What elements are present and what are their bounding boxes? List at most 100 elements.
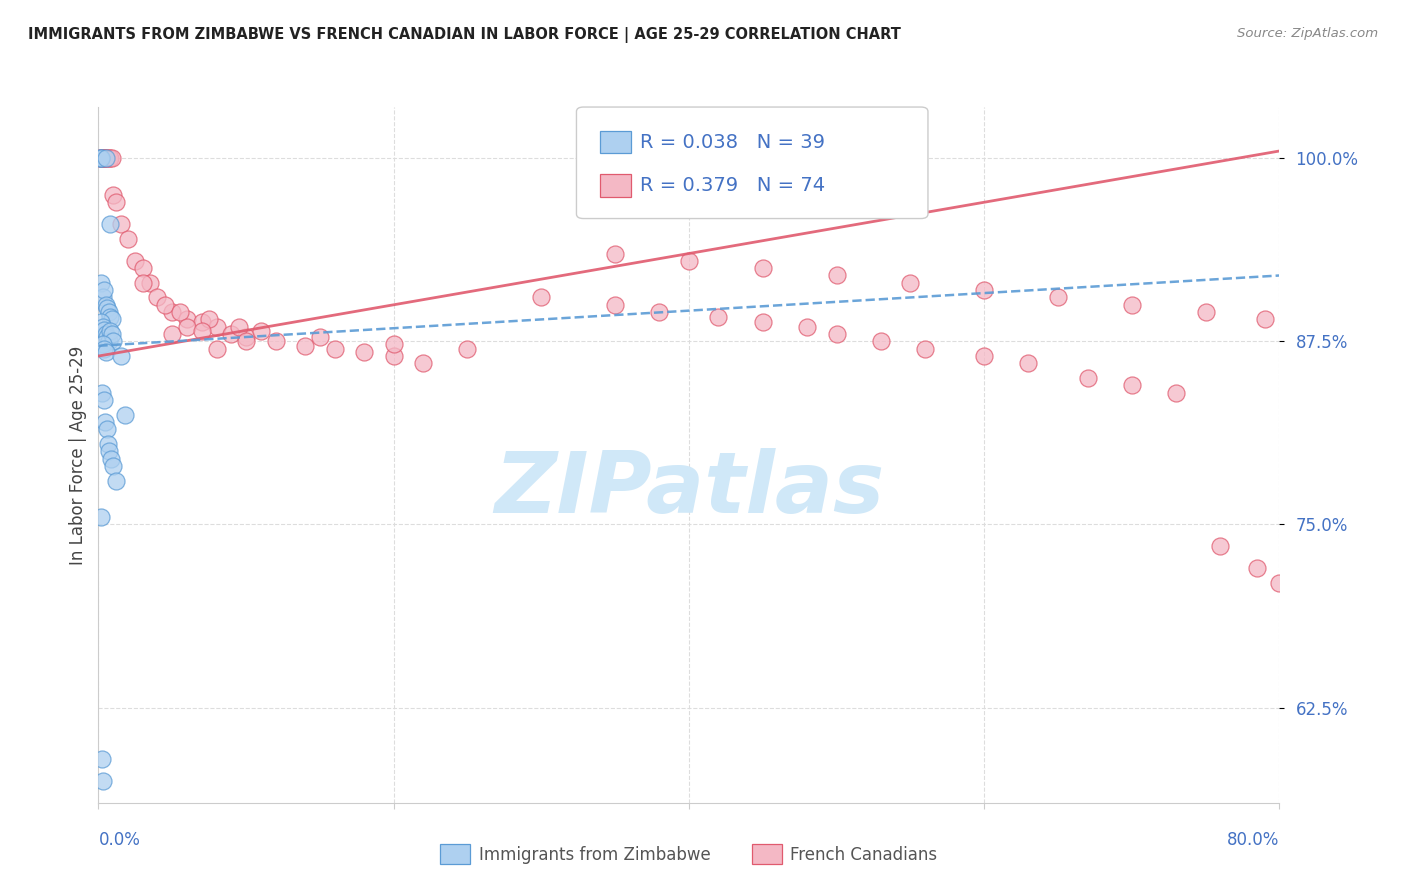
Point xyxy=(353,344,375,359)
Point xyxy=(105,195,128,210)
Point xyxy=(1017,356,1039,370)
Point xyxy=(294,339,316,353)
Point xyxy=(98,217,121,231)
Point xyxy=(91,290,114,304)
Point xyxy=(94,327,117,342)
Point xyxy=(751,261,773,276)
Point xyxy=(93,342,115,356)
Point xyxy=(90,276,112,290)
Point xyxy=(914,342,936,356)
Point xyxy=(605,246,627,260)
Point xyxy=(97,305,120,319)
Point xyxy=(1121,378,1143,392)
Point xyxy=(124,253,146,268)
Point xyxy=(382,349,405,363)
Point xyxy=(205,342,228,356)
Point xyxy=(191,324,214,338)
Point xyxy=(94,344,117,359)
Point xyxy=(198,312,221,326)
Point xyxy=(91,337,114,351)
Point xyxy=(605,298,627,312)
Point xyxy=(382,337,405,351)
Point xyxy=(205,319,228,334)
Point xyxy=(90,151,112,165)
Point xyxy=(219,327,243,342)
Point xyxy=(100,451,122,466)
Text: ZIPatlas: ZIPatlas xyxy=(494,448,884,532)
Point xyxy=(176,319,198,334)
Text: 80.0%: 80.0% xyxy=(1227,830,1279,848)
Point xyxy=(90,151,112,165)
Point xyxy=(93,151,115,165)
Point xyxy=(98,151,121,165)
Point xyxy=(900,276,922,290)
Point xyxy=(94,151,117,165)
Point xyxy=(91,319,114,334)
Point xyxy=(117,232,139,246)
Point xyxy=(1195,305,1218,319)
Point xyxy=(103,188,125,202)
Point xyxy=(323,342,346,356)
Point xyxy=(132,276,155,290)
Point xyxy=(89,151,111,165)
Point xyxy=(707,310,730,324)
Text: IMMIGRANTS FROM ZIMBABWE VS FRENCH CANADIAN IN LABOR FORCE | AGE 25-29 CORRELATI: IMMIGRANTS FROM ZIMBABWE VS FRENCH CANAD… xyxy=(28,27,901,43)
Text: R = 0.038   N = 39: R = 0.038 N = 39 xyxy=(640,133,825,152)
Point xyxy=(678,253,700,268)
Point xyxy=(825,268,848,283)
Point xyxy=(97,437,120,451)
Text: R = 0.379   N = 74: R = 0.379 N = 74 xyxy=(640,176,825,194)
Point xyxy=(869,334,891,349)
Point xyxy=(1077,371,1099,385)
Point xyxy=(228,319,250,334)
Point xyxy=(412,356,434,370)
Point xyxy=(93,283,115,297)
Point xyxy=(1209,540,1232,554)
Point xyxy=(973,349,995,363)
Point xyxy=(90,510,112,524)
Point xyxy=(1254,312,1277,326)
Text: Source: ZipAtlas.com: Source: ZipAtlas.com xyxy=(1237,27,1378,40)
Point xyxy=(100,327,122,342)
Point xyxy=(191,315,214,329)
Point xyxy=(456,342,478,356)
Point xyxy=(96,330,118,344)
Point xyxy=(91,773,114,788)
Point xyxy=(235,334,257,349)
Point xyxy=(93,392,115,407)
Point xyxy=(1164,385,1187,400)
Point xyxy=(96,151,118,165)
Text: 0.0%: 0.0% xyxy=(98,830,141,848)
Point xyxy=(96,422,118,436)
Point xyxy=(1268,576,1291,591)
Point xyxy=(235,330,257,344)
Point xyxy=(309,330,332,344)
Point xyxy=(100,312,122,326)
Point xyxy=(1246,561,1268,575)
Point xyxy=(91,151,114,165)
Point xyxy=(100,151,122,165)
Point xyxy=(110,217,132,231)
Point xyxy=(91,151,114,165)
Point xyxy=(94,151,117,165)
Point xyxy=(103,458,125,473)
Point xyxy=(94,298,117,312)
Point xyxy=(110,349,132,363)
Point xyxy=(162,305,183,319)
Point xyxy=(530,290,553,304)
Point xyxy=(90,151,112,165)
Point xyxy=(153,298,176,312)
Point xyxy=(91,385,114,400)
Point xyxy=(162,327,183,342)
Point xyxy=(98,310,121,324)
Legend: Immigrants from Zimbabwe, French Canadians: Immigrants from Zimbabwe, French Canadia… xyxy=(433,838,945,871)
Point xyxy=(98,324,121,338)
Point xyxy=(146,290,169,304)
Point xyxy=(264,334,287,349)
Point xyxy=(96,301,118,315)
Point xyxy=(114,408,136,422)
Point xyxy=(1046,290,1069,304)
Point xyxy=(1121,298,1143,312)
Point xyxy=(751,315,773,329)
Point xyxy=(97,334,120,349)
